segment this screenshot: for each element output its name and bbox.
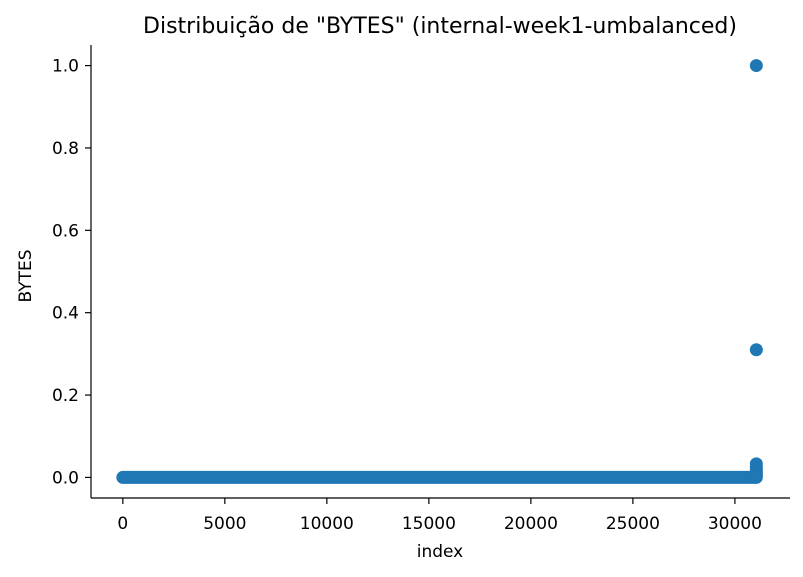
x-axis-label: index	[417, 542, 464, 562]
y-tick-label: 0.0	[52, 468, 79, 488]
x-tick-label: 20000	[504, 514, 558, 534]
data-point	[749, 59, 763, 73]
chart-title: Distribuição de "BYTES" (internal-week1-…	[143, 14, 737, 39]
y-tick-label: 0.4	[52, 304, 79, 324]
x-ticks: 0 5000 10000 15000 20000 25000 30000	[117, 498, 762, 534]
y-tick-label: 0.8	[52, 139, 79, 159]
y-tick-label: 0.2	[52, 386, 79, 406]
x-tick-label: 25000	[606, 514, 660, 534]
y-axis-label: BYTES	[16, 249, 36, 302]
y-tick-label: 1.0	[52, 57, 79, 77]
x-tick-label: 30000	[708, 514, 762, 534]
data-point	[749, 343, 763, 357]
x-tick-label: 15000	[402, 514, 456, 534]
x-tick-label: 0	[117, 514, 128, 534]
y-ticks: 0.0 0.2 0.4 0.6 0.8 1.0	[52, 57, 91, 488]
x-tick-label: 10000	[300, 514, 354, 534]
y-tick-label: 0.6	[52, 221, 79, 241]
x-tick-label: 5000	[203, 514, 246, 534]
plot-area	[116, 59, 763, 484]
data-point	[749, 469, 763, 483]
